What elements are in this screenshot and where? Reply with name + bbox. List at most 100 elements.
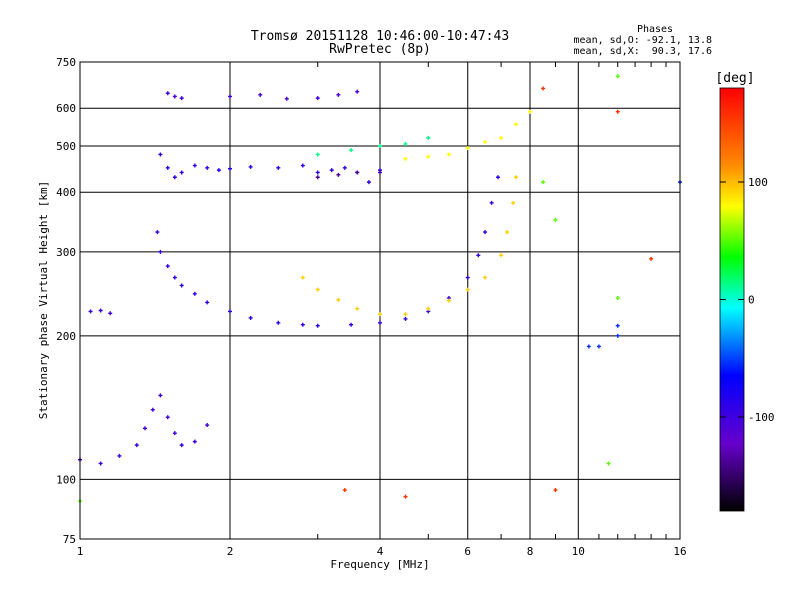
data-point bbox=[586, 344, 591, 349]
data-point bbox=[142, 426, 147, 431]
data-point bbox=[315, 323, 320, 328]
data-point bbox=[403, 141, 408, 146]
data-point bbox=[378, 320, 382, 325]
data-point bbox=[228, 309, 232, 314]
data-point bbox=[528, 109, 532, 114]
y-tick-label: 200 bbox=[56, 330, 76, 343]
data-point bbox=[511, 200, 516, 205]
colorbar-tick-label: 0 bbox=[748, 294, 755, 307]
data-point bbox=[117, 453, 122, 458]
data-point bbox=[315, 152, 320, 157]
y-tick-label: 400 bbox=[56, 186, 76, 199]
data-point bbox=[165, 415, 170, 420]
data-point bbox=[315, 170, 320, 175]
colorbar-label: [deg] bbox=[715, 71, 754, 86]
data-point bbox=[300, 275, 305, 280]
data-point bbox=[446, 298, 451, 303]
data-point bbox=[366, 180, 371, 185]
data-point bbox=[483, 139, 488, 144]
data-point bbox=[499, 135, 504, 140]
data-point bbox=[426, 135, 431, 140]
plot-frame bbox=[79, 61, 681, 540]
data-point bbox=[649, 256, 654, 261]
data-points bbox=[78, 74, 682, 504]
data-point bbox=[165, 264, 170, 269]
data-point bbox=[495, 175, 500, 180]
data-point bbox=[165, 91, 170, 96]
data-point bbox=[165, 165, 170, 170]
data-point bbox=[192, 439, 197, 444]
data-point bbox=[300, 322, 305, 327]
data-point bbox=[541, 180, 546, 185]
data-point bbox=[465, 287, 470, 292]
data-point bbox=[205, 165, 210, 170]
data-point bbox=[88, 309, 93, 314]
data-point bbox=[329, 168, 334, 173]
x-tick-label: 8 bbox=[527, 545, 534, 558]
data-point bbox=[349, 148, 354, 153]
data-point bbox=[426, 306, 431, 311]
data-point bbox=[248, 315, 253, 320]
data-point bbox=[336, 172, 341, 177]
chart-subtitle: RwPretec (8p) bbox=[329, 42, 431, 57]
data-point bbox=[615, 333, 620, 338]
y-tick-label: 600 bbox=[56, 102, 76, 115]
data-point bbox=[403, 156, 408, 161]
data-point bbox=[228, 166, 232, 171]
data-point bbox=[98, 308, 103, 313]
data-point bbox=[499, 253, 504, 258]
phase-stats-x: mean, sd,X: 90.3, 17.6 bbox=[574, 46, 712, 57]
phase-stats-o: mean, sd,O: -92.1, 13.8 bbox=[574, 35, 712, 46]
data-point bbox=[403, 316, 408, 321]
data-point bbox=[465, 146, 470, 151]
data-point bbox=[205, 423, 210, 428]
data-point bbox=[284, 96, 289, 101]
data-point bbox=[378, 170, 382, 175]
data-point bbox=[378, 143, 382, 148]
grid-lines bbox=[79, 61, 681, 540]
x-tick-label: 10 bbox=[572, 545, 585, 558]
data-point bbox=[489, 200, 494, 205]
data-point bbox=[172, 275, 177, 280]
colorbar-ticks: 100 0 -100 bbox=[720, 176, 775, 424]
data-point bbox=[179, 96, 184, 101]
data-point bbox=[378, 312, 382, 317]
data-point bbox=[258, 92, 263, 97]
data-point bbox=[155, 230, 160, 235]
data-point bbox=[300, 163, 305, 168]
data-point bbox=[98, 461, 103, 466]
data-point bbox=[179, 283, 184, 288]
data-point bbox=[276, 320, 281, 325]
data-point bbox=[355, 89, 360, 94]
y-tick-label: 100 bbox=[56, 473, 76, 486]
x-tick-label: 16 bbox=[673, 545, 686, 558]
data-point bbox=[553, 488, 558, 493]
data-point bbox=[403, 494, 408, 499]
y-tick-label: 300 bbox=[56, 246, 76, 259]
x-axis-label: Frequency [MHz] bbox=[330, 558, 429, 571]
x-tick-label: 4 bbox=[377, 545, 384, 558]
data-point bbox=[150, 407, 155, 412]
data-point bbox=[192, 163, 197, 168]
y-tick-label: 75 bbox=[63, 533, 76, 546]
data-point bbox=[541, 86, 546, 91]
colorbar-tick-label: -100 bbox=[748, 411, 775, 424]
data-point bbox=[336, 297, 341, 302]
data-point bbox=[615, 323, 620, 328]
data-point bbox=[172, 431, 177, 436]
data-point bbox=[355, 306, 360, 311]
x-tick-labels: 1 2 4 6 8 10 16 bbox=[77, 545, 687, 558]
data-point bbox=[134, 443, 139, 448]
x-tick-label: 2 bbox=[227, 545, 234, 558]
data-point bbox=[342, 488, 347, 493]
data-point bbox=[315, 96, 320, 101]
data-point bbox=[606, 461, 611, 466]
data-point bbox=[315, 175, 320, 180]
data-point bbox=[228, 94, 232, 99]
x-tick-label: 6 bbox=[464, 545, 471, 558]
data-point bbox=[172, 175, 177, 180]
data-point bbox=[426, 154, 431, 159]
data-point bbox=[483, 230, 488, 235]
data-point bbox=[172, 94, 177, 99]
